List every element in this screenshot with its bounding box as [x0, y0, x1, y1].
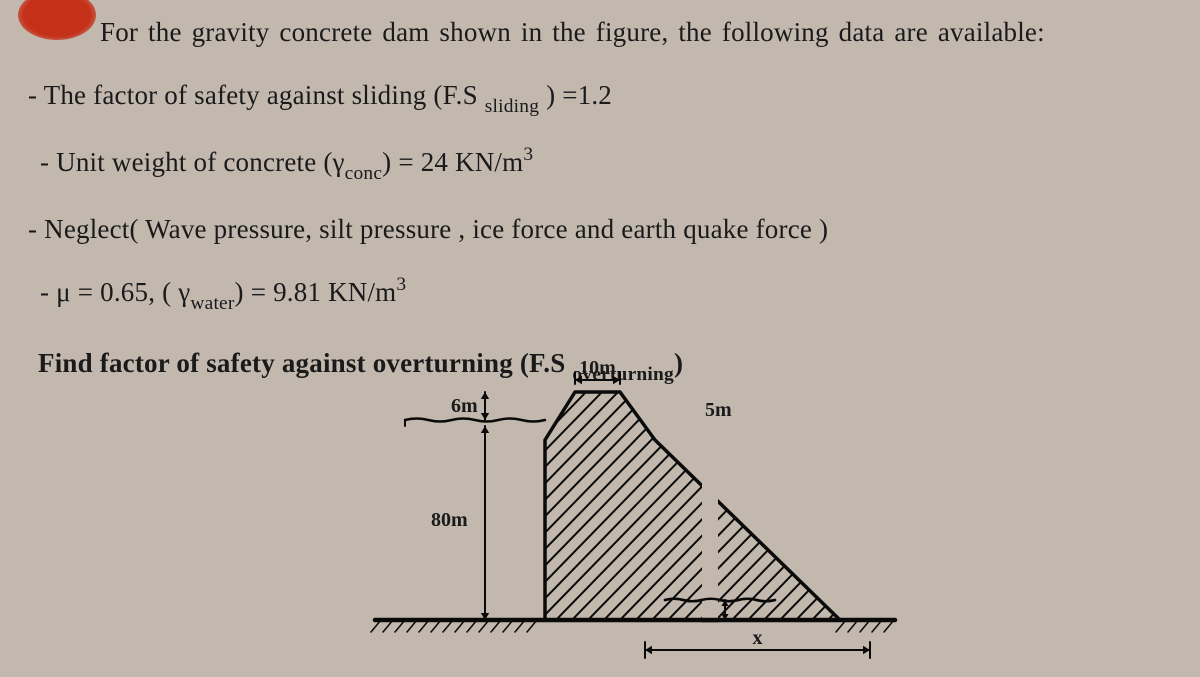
intro-text: For the gravity concrete dam shown in th… — [100, 12, 1180, 53]
svg-text:5m: 5m — [705, 399, 732, 421]
text: ) = 24 KN/m — [382, 147, 523, 177]
subscript: sliding — [485, 96, 539, 117]
bullet-mu: - μ = 0.65, ( γwater) = 9.81 KN/m3 — [40, 271, 1180, 317]
svg-text:80m: 80m — [431, 509, 468, 531]
subscript: conc — [345, 163, 383, 184]
dam-diagram: 10m 6m 80m 5m x — [365, 360, 915, 670]
superscript: 3 — [396, 274, 406, 295]
superscript: 3 — [523, 144, 533, 165]
text: ) = 9.81 KN/m — [235, 277, 397, 307]
text: ) =1.2 — [539, 80, 612, 110]
document-page: For the gravity concrete dam shown in th… — [0, 0, 1200, 677]
svg-text:x: x — [753, 627, 763, 649]
subscript: water — [190, 293, 234, 314]
svg-text:6m: 6m — [451, 395, 478, 417]
bullet-sliding: - The factor of safety against sliding (… — [28, 75, 1180, 120]
bullet-gamma-conc: - Unit weight of concrete (γconc) = 24 K… — [40, 141, 1180, 187]
text: - μ = 0.65, ( γ — [40, 277, 190, 307]
text: - Unit weight of concrete (γ — [40, 147, 345, 177]
text: - The factor of safety against sliding (… — [28, 80, 485, 110]
bullet-neglect: - Neglect( Wave pressure, silt pressure … — [28, 209, 1180, 250]
svg-text:10m: 10m — [579, 360, 616, 379]
highlight-marker — [18, 0, 96, 40]
